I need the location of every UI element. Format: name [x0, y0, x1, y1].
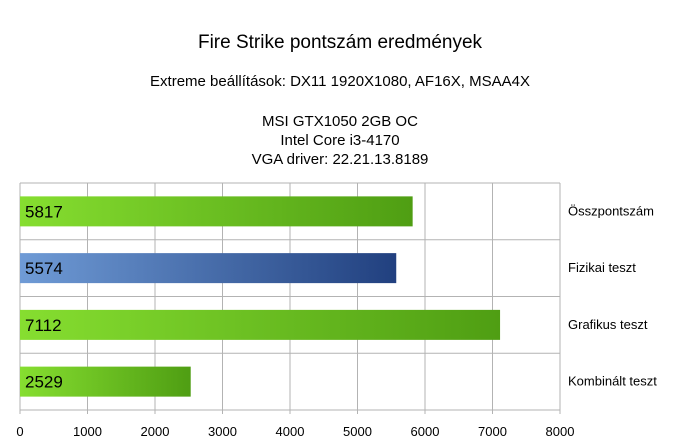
- category-label: Kombinált teszt: [568, 374, 657, 389]
- x-tick-label: 1000: [73, 424, 102, 439]
- chart-info: MSI GTX1050 2GB OC Intel Core i3-4170 VG…: [0, 112, 680, 169]
- bar: [20, 309, 501, 340]
- x-axis: 0 1000 2000 3000 4000 5000 6000 7000 8000: [16, 410, 574, 439]
- bars: [20, 196, 501, 397]
- info-line-driver: VGA driver: 22.21.13.8189: [251, 151, 429, 168]
- bar: [20, 253, 397, 284]
- bar: [20, 366, 191, 397]
- category-label: Összpontszám: [568, 203, 654, 218]
- x-tick-label: 4000: [276, 424, 305, 439]
- value-label: 7112: [25, 316, 62, 335]
- x-tick-label: 3000: [208, 424, 237, 439]
- value-label: 5817: [25, 202, 63, 221]
- info-line-gpu: MSI GTX1050 2GB OC: [262, 113, 418, 130]
- value-labels: 5817 5574 7112 2529: [25, 202, 63, 391]
- x-tick-label: 8000: [546, 424, 575, 439]
- info-line-cpu: Intel Core i3-4170: [280, 132, 400, 149]
- category-label: Fizikai teszt: [568, 260, 636, 275]
- category-label: Grafikus teszt: [568, 317, 648, 332]
- category-labels: Összpontszám Fizikai teszt Grafikus teszt K…: [568, 203, 657, 388]
- value-label: 2529: [25, 373, 63, 392]
- x-tick-label: 2000: [141, 424, 170, 439]
- x-tick-label: 5000: [343, 424, 372, 439]
- chart-title: Fire Strike pontszám eredmények: [197, 32, 483, 53]
- x-tick-label: 0: [16, 424, 23, 439]
- bar: [20, 196, 413, 227]
- x-tick-label: 6000: [411, 424, 440, 439]
- x-tick-label: 7000: [478, 424, 507, 439]
- value-label: 5574: [25, 259, 63, 278]
- chart-subtitle: Extreme beállítások: DX11 1920X1080, AF1…: [150, 73, 530, 90]
